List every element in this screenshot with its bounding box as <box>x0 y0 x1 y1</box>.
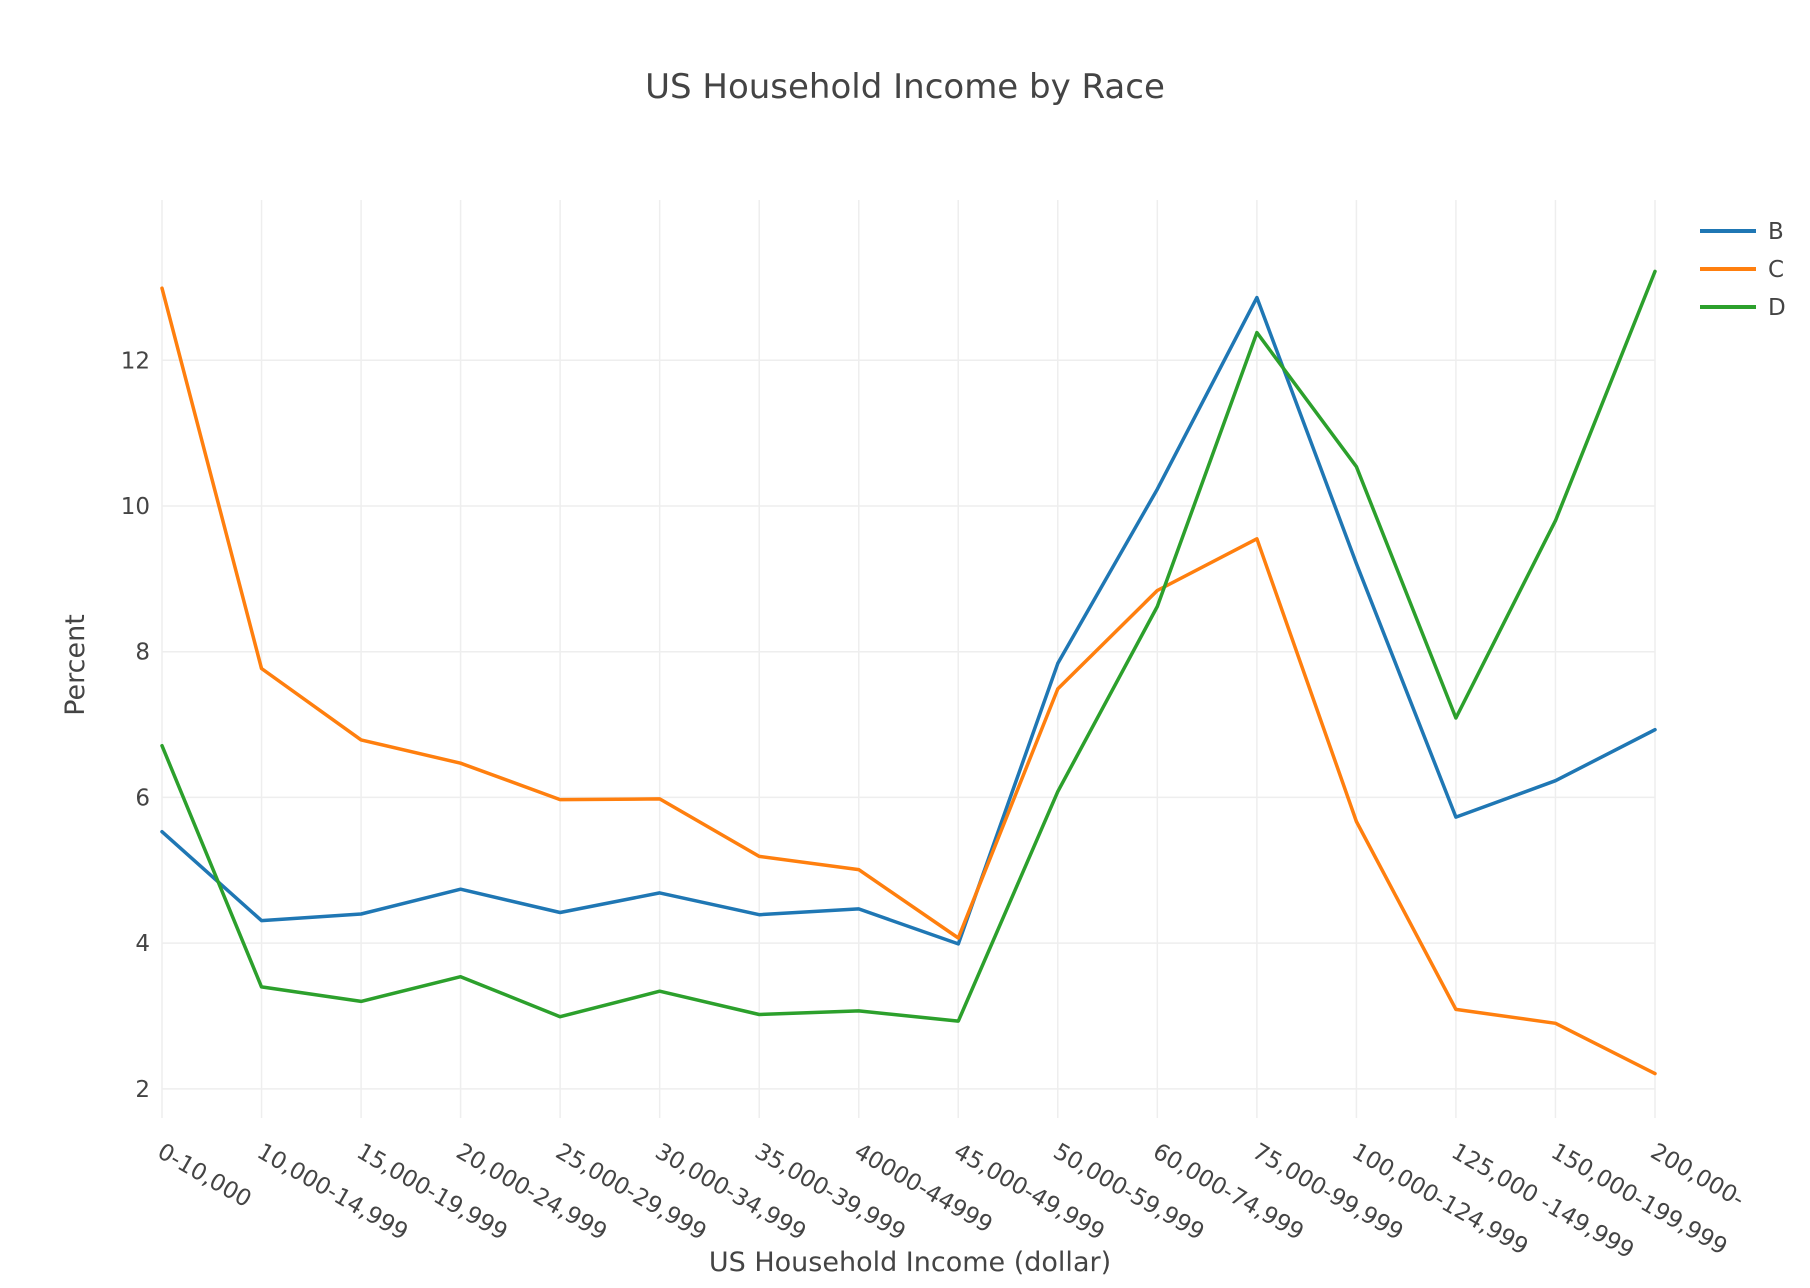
legend-item-c[interactable]: C <box>1700 257 1784 283</box>
legend-label: D <box>1768 295 1786 321</box>
y-tick-label: 12 <box>121 348 150 374</box>
x-tick-label: 0-10,000 <box>153 1139 256 1213</box>
x-axis-title: US Household Income (dollar) <box>709 1247 1111 1278</box>
y-tick-label: 6 <box>135 785 150 811</box>
y-axis-title: Percent <box>60 614 91 716</box>
x-tick-label: 100,000-124,999 <box>1347 1139 1532 1261</box>
y-tick-label: 10 <box>121 494 150 520</box>
series-line-d <box>160 269 1657 1023</box>
x-axis-ticks: 0-10,00010,000-14,99915,000-19,99920,000… <box>153 1139 1749 1264</box>
x-tick-label: 125,000 -149,999 <box>1447 1139 1638 1264</box>
legend[interactable]: BCD <box>1700 219 1786 321</box>
series-line-b <box>160 295 1657 946</box>
y-axis-ticks: 2 4 6 8 10 12 <box>121 348 150 1103</box>
chart-title: US Household Income by Race <box>645 67 1165 107</box>
series-line-c <box>160 286 1657 1076</box>
legend-item-d[interactable]: D <box>1700 295 1786 321</box>
legend-label: B <box>1768 219 1784 245</box>
x-tick-label: 150,000-199,999 <box>1546 1139 1731 1261</box>
y-tick-label: 8 <box>135 640 150 666</box>
series-layer <box>160 269 1657 1076</box>
legend-item-b[interactable]: B <box>1700 219 1784 245</box>
y-tick-label: 4 <box>135 931 150 957</box>
y-tick-label: 2 <box>135 1077 150 1103</box>
legend-label: C <box>1768 257 1784 283</box>
grid-layer <box>161 200 1656 1118</box>
